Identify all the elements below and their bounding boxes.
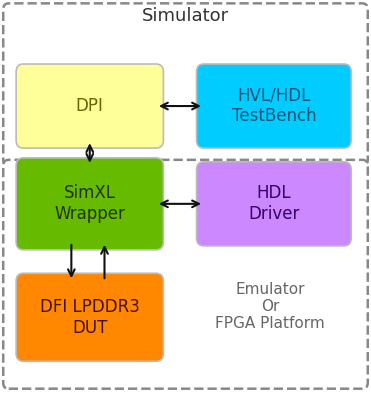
FancyBboxPatch shape <box>16 64 163 148</box>
FancyBboxPatch shape <box>3 3 368 166</box>
FancyBboxPatch shape <box>16 158 163 250</box>
FancyBboxPatch shape <box>3 160 368 389</box>
Text: SimXL
Wrapper: SimXL Wrapper <box>54 184 125 223</box>
FancyBboxPatch shape <box>16 273 163 361</box>
Text: HVL/HDL
TestBench: HVL/HDL TestBench <box>232 87 316 125</box>
Text: DFI LPDDR3
DUT: DFI LPDDR3 DUT <box>40 298 140 337</box>
Text: HDL
Driver: HDL Driver <box>248 184 299 223</box>
FancyBboxPatch shape <box>197 162 351 246</box>
FancyBboxPatch shape <box>197 64 351 148</box>
Text: Simulator: Simulator <box>142 7 229 25</box>
Text: Emulator
Or
FPGA Platform: Emulator Or FPGA Platform <box>215 282 325 331</box>
Text: DPI: DPI <box>76 97 104 115</box>
